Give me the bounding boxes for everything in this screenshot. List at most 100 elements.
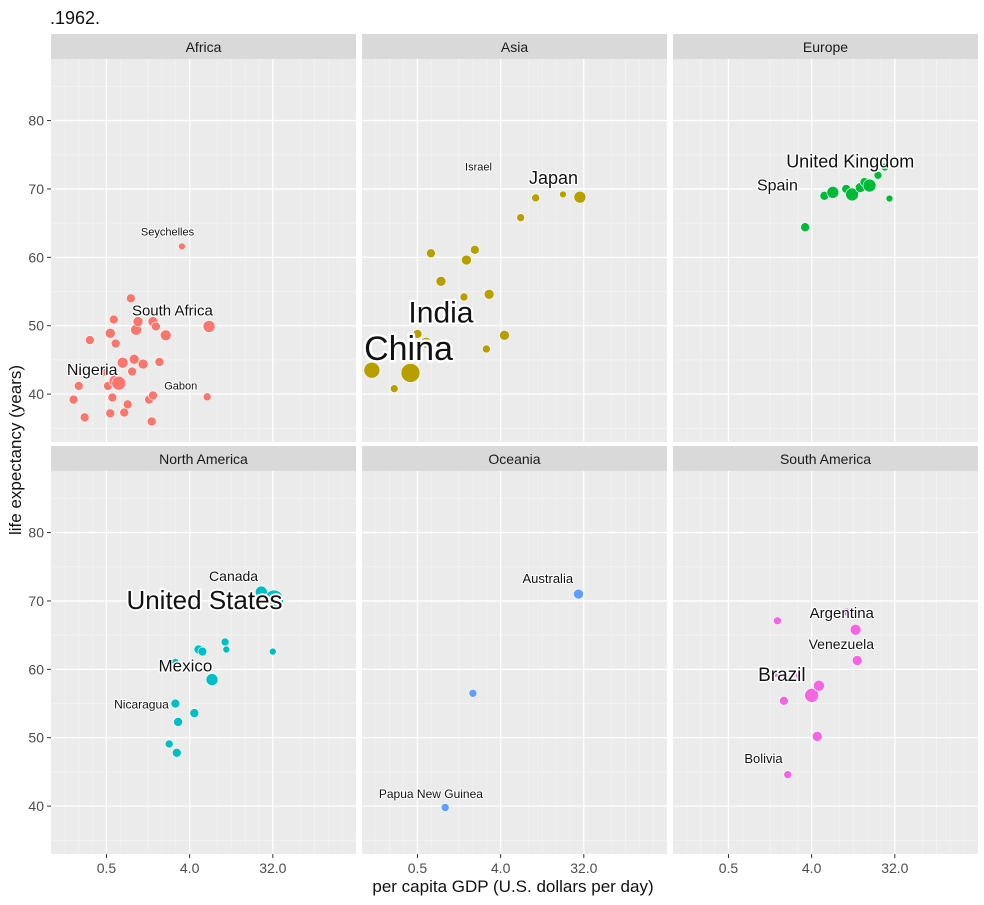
country-label-australia: Australia bbox=[522, 571, 573, 586]
data-point-africa bbox=[73, 381, 84, 391]
data-point-africa bbox=[132, 316, 144, 327]
data-point-africa bbox=[119, 407, 130, 418]
data-point-asia bbox=[412, 329, 423, 339]
data-point-north-america bbox=[222, 645, 231, 654]
data-point-europe bbox=[826, 186, 840, 199]
country-label-israel: Israel bbox=[465, 161, 492, 173]
country-label-seychelles: Seychelles bbox=[141, 226, 195, 238]
country-label-south-africa: South Africa bbox=[132, 302, 214, 319]
y-tick-label: 60 bbox=[28, 249, 44, 265]
y-tick-label: 50 bbox=[28, 730, 44, 746]
panel-background bbox=[673, 59, 978, 442]
country-label-nigeria: Nigeria bbox=[67, 362, 118, 379]
data-point-europe bbox=[873, 170, 883, 180]
data-point-asia bbox=[389, 384, 399, 393]
facet-label-europe: Europe bbox=[803, 39, 848, 55]
data-point-north-america bbox=[269, 647, 277, 656]
country-label-united-kingdom: United Kingdom bbox=[786, 152, 914, 172]
data-point-africa bbox=[122, 399, 133, 410]
data-point-asia bbox=[470, 245, 480, 255]
data-point-africa bbox=[126, 293, 136, 304]
y-tick-label: 70 bbox=[28, 593, 44, 609]
data-point-north-america bbox=[255, 585, 268, 599]
facet-strip-europe bbox=[673, 34, 978, 59]
country-label-spain: Spain bbox=[757, 177, 798, 194]
data-point-africa bbox=[148, 390, 158, 401]
data-point-africa bbox=[105, 408, 116, 419]
facet-label-asia: Asia bbox=[501, 39, 528, 55]
country-label-papua-new-guinea: Papua New Guinea bbox=[379, 787, 483, 801]
data-point-africa bbox=[85, 335, 95, 345]
data-point-africa bbox=[97, 367, 108, 378]
data-point-asia bbox=[400, 363, 421, 383]
facet-strip-asia bbox=[362, 34, 667, 59]
country-label-venezuela: Venezuela bbox=[809, 636, 875, 652]
x-tick-label: 32.0 bbox=[881, 860, 908, 876]
panel-europe: Europe United Kingdom Spain bbox=[673, 34, 978, 442]
y-tick-label: 60 bbox=[28, 661, 44, 677]
data-point-asia bbox=[420, 337, 432, 349]
data-point-oceania bbox=[440, 803, 450, 812]
y-tick-label: 70 bbox=[28, 181, 44, 197]
data-point-south-america bbox=[851, 655, 863, 666]
data-point-south-america bbox=[849, 623, 862, 636]
panels-layer: Africa Seychelles South Africa Nigeria Gabon… bbox=[28, 34, 978, 876]
data-point-north-america bbox=[171, 747, 182, 758]
data-point-africa bbox=[202, 392, 212, 402]
x-tick-label: 0.5 bbox=[408, 860, 428, 876]
data-point-africa bbox=[128, 353, 140, 365]
data-point-africa bbox=[107, 392, 118, 403]
country-label-mexico: Mexico bbox=[158, 656, 212, 675]
y-axis-title: life expectancy (years) bbox=[6, 365, 25, 535]
data-point-south-america bbox=[783, 770, 793, 779]
data-point-south-america bbox=[773, 616, 782, 626]
data-point-europe bbox=[845, 187, 859, 202]
panel-background bbox=[362, 59, 667, 442]
data-point-africa bbox=[159, 329, 172, 342]
panel-background bbox=[362, 471, 667, 854]
country-label-brazil: Brazil bbox=[758, 665, 806, 686]
data-point-south-america bbox=[779, 695, 789, 706]
data-point-africa bbox=[110, 338, 121, 349]
data-point-north-america bbox=[171, 658, 180, 666]
data-point-north-america bbox=[197, 646, 208, 657]
panel-background bbox=[673, 471, 978, 854]
x-tick-label: 0.5 bbox=[719, 860, 739, 876]
country-label-bolivia: Bolivia bbox=[744, 751, 783, 766]
data-point-asia bbox=[499, 330, 510, 341]
data-point-africa bbox=[68, 394, 79, 405]
x-tick-label: 4.0 bbox=[491, 860, 511, 876]
x-tick-label: 32.0 bbox=[259, 860, 286, 876]
facet-strip-africa bbox=[51, 34, 356, 59]
data-point-north-america bbox=[220, 637, 230, 647]
data-point-south-america bbox=[811, 731, 823, 742]
data-point-africa bbox=[178, 242, 186, 251]
y-tick-label: 80 bbox=[28, 113, 44, 129]
x-tick-label: 0.5 bbox=[97, 860, 117, 876]
data-point-asia bbox=[482, 344, 491, 354]
data-point-north-america bbox=[189, 708, 200, 718]
x-axis-title: per capita GDP (U.S. dollars per day) bbox=[372, 877, 653, 896]
data-point-south-america bbox=[804, 688, 819, 703]
y-tick-label: 40 bbox=[28, 386, 44, 402]
data-point-africa bbox=[137, 358, 149, 370]
facet-label-oceania: Oceania bbox=[488, 451, 540, 467]
y-tick-label: 40 bbox=[28, 798, 44, 814]
facet-strip-oceania bbox=[362, 446, 667, 471]
country-label-united-states: United States bbox=[126, 585, 282, 615]
data-point-africa bbox=[127, 366, 137, 377]
data-point-south-america bbox=[796, 668, 807, 679]
data-point-asia bbox=[516, 213, 525, 222]
panel-africa: Africa Seychelles South Africa Nigeria Gabon… bbox=[28, 34, 356, 442]
data-point-south-america bbox=[842, 607, 851, 617]
panel-oceania: Oceania Australia Papua New Guinea 0.5 4.0 32… bbox=[362, 446, 667, 876]
data-point-europe bbox=[862, 178, 877, 193]
data-point-north-america bbox=[264, 589, 284, 610]
facet-label-south-america: South America bbox=[780, 451, 871, 467]
country-label-nicaragua: Nicaragua bbox=[114, 697, 169, 711]
country-label-argentina: Argentina bbox=[810, 605, 875, 622]
data-point-africa bbox=[79, 412, 90, 423]
